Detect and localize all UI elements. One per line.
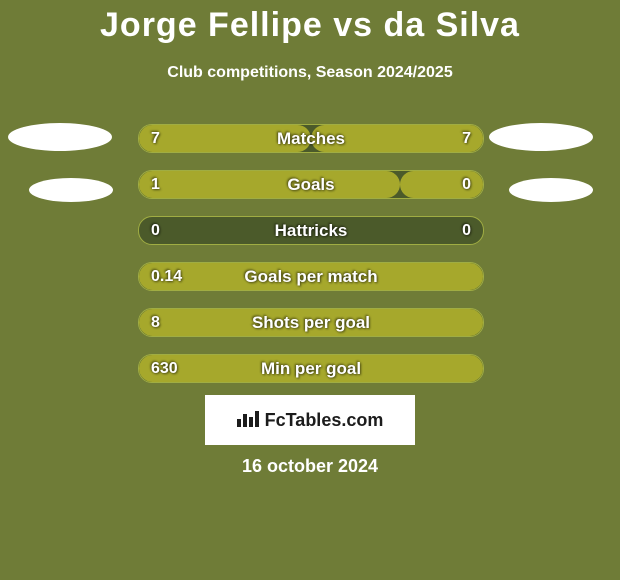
logo-text: FcTables.com <box>265 410 384 431</box>
stat-bar-right-fill <box>400 171 483 198</box>
stat-bar-left-fill <box>139 263 483 290</box>
comparison-chart: Jorge Fellipe vs da Silva Club competiti… <box>0 0 620 580</box>
stat-bar-left-fill <box>139 309 483 336</box>
stat-bar-right-fill <box>311 125 483 152</box>
stat-bar-right-value: 0 <box>462 222 471 240</box>
right-marker-ellipse <box>489 123 593 151</box>
logo-chart-icon <box>237 409 259 432</box>
stat-bar-left-fill <box>139 171 400 198</box>
date-label: 16 october 2024 <box>0 456 620 477</box>
fctables-logo: FcTables.com <box>205 395 415 445</box>
left-marker-ellipse <box>29 178 113 202</box>
stat-bar-goals-per-match: Goals per match0.14 <box>138 262 484 291</box>
stat-bar-goals: Goals10 <box>138 170 484 199</box>
stat-bar-shots-per-goal: Shots per goal8 <box>138 308 484 337</box>
stat-bar-left-fill <box>139 125 311 152</box>
stat-bar-hattricks: Hattricks0 0 <box>138 216 484 245</box>
stat-bar-left-value: 0 <box>151 222 160 240</box>
page-title: Jorge Fellipe vs da Silva <box>0 6 620 45</box>
stat-bar-min-per-goal: Min per goal630 <box>138 354 484 383</box>
left-marker-ellipse <box>8 123 112 151</box>
subtitle: Club competitions, Season 2024/2025 <box>0 64 620 82</box>
stat-bar-label: Hattricks <box>139 221 483 241</box>
right-marker-ellipse <box>509 178 593 202</box>
stat-bar-matches: Matches77 <box>138 124 484 153</box>
stat-bar-left-fill <box>139 355 483 382</box>
